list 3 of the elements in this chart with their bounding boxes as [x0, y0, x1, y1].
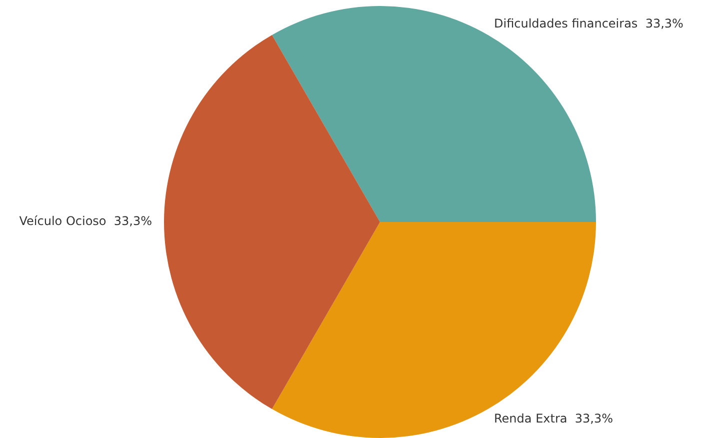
- slice-label: Renda Extra 33,3%: [494, 412, 613, 426]
- slice-label: Dificuldades financeiras 33,3%: [494, 16, 684, 31]
- slice-label: Veículo Ocioso 33,3%: [19, 214, 152, 228]
